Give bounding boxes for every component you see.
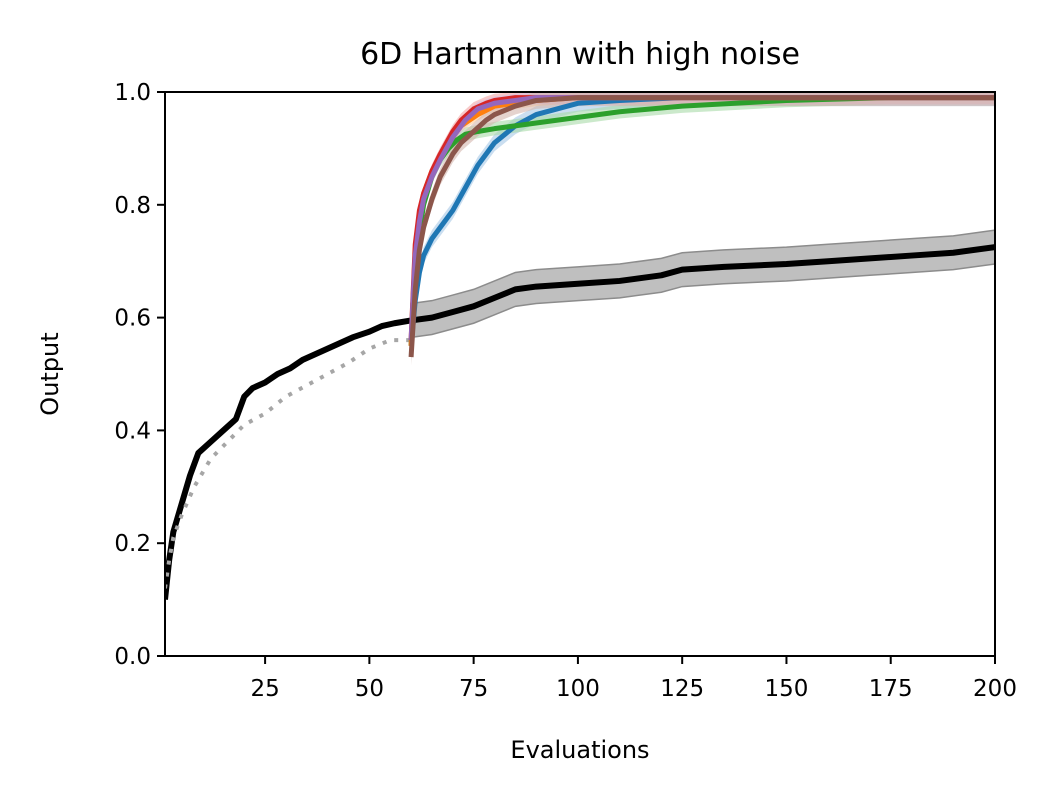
x-tick-label: 25 (250, 676, 279, 702)
y-tick-label: 1.0 (114, 80, 151, 106)
plot-area (165, 92, 995, 600)
x-tick-label: 200 (973, 676, 1017, 702)
x-tick-label: 150 (765, 676, 809, 702)
x-tick-label: 175 (869, 676, 913, 702)
x-tick-label: 125 (660, 676, 704, 702)
y-tick-label: 0.8 (114, 193, 151, 219)
y-axis: 0.0 0.2 0.4 0.6 0.8 1.0 (114, 80, 165, 670)
series-line-brown (408, 95, 995, 358)
series-line-black-baseline (165, 244, 995, 600)
plot-frame (164, 91, 996, 657)
series-line-gray-dotted (165, 338, 412, 589)
x-tick-label: 50 (355, 676, 384, 702)
x-tick-label: 75 (459, 676, 488, 702)
y-tick-label: 0.4 (114, 418, 151, 444)
y-tick-label: 0.6 (114, 306, 151, 332)
x-tick-label: 100 (556, 676, 600, 702)
y-tick-label: 0.2 (114, 531, 151, 557)
y-tick-label: 0.0 (114, 644, 151, 670)
chart-title: 6D Hartmann with high noise (360, 37, 800, 72)
y-axis-label: Output (36, 332, 64, 415)
confidence-band-black-baseline (410, 229, 995, 339)
x-axis-label: Evaluations (510, 736, 649, 764)
x-axis: 25 50 75 100 125 150 175 200 (250, 656, 1017, 702)
